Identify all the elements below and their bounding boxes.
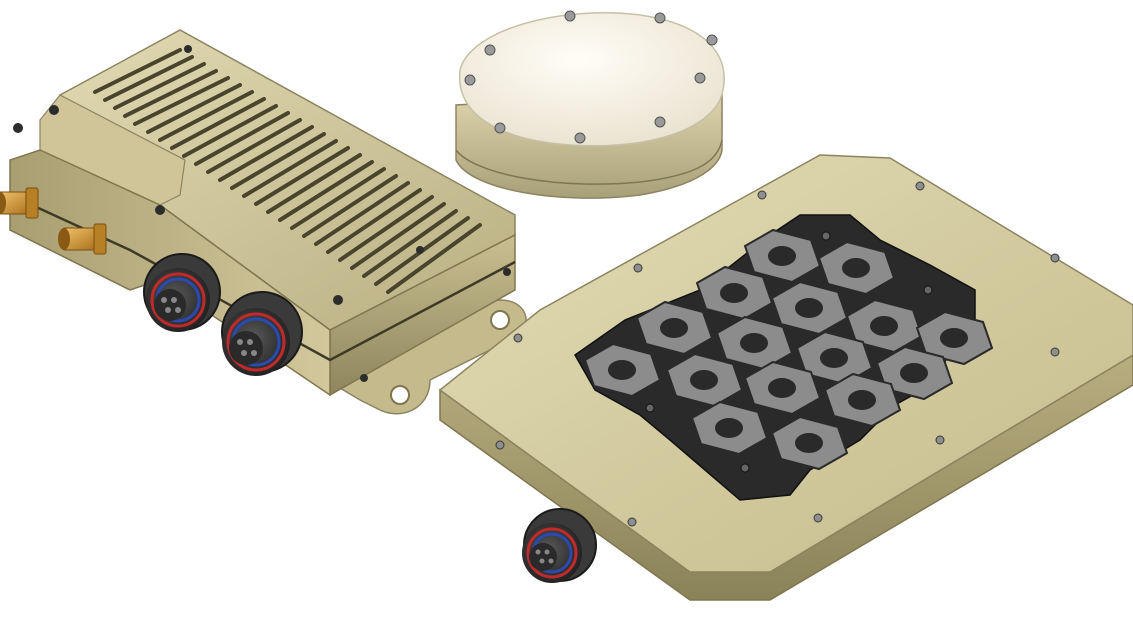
hex-tile xyxy=(743,228,822,284)
sma-connector xyxy=(58,223,107,255)
hex-tile xyxy=(583,342,662,398)
hex-tile xyxy=(665,352,744,408)
circular-connector xyxy=(221,291,303,376)
module-seam xyxy=(9,193,516,362)
black-tile-screws xyxy=(645,231,933,473)
hex-tile xyxy=(823,372,902,428)
hex-tile xyxy=(795,330,874,386)
hex-tile xyxy=(690,400,769,456)
dome-antenna xyxy=(455,10,725,199)
hex-tile xyxy=(635,300,714,356)
flange-hole xyxy=(490,310,510,330)
hex-tile xyxy=(770,415,849,471)
dome-cover xyxy=(458,12,725,147)
circular-connector xyxy=(143,253,221,332)
module-screws xyxy=(13,45,511,382)
hex-tile-grid xyxy=(583,228,994,471)
heatsink-fins xyxy=(93,48,482,294)
hex-tile xyxy=(715,315,794,371)
panel-circular-connector xyxy=(522,508,597,583)
flange-hole xyxy=(390,385,410,405)
panel-screws xyxy=(495,181,1060,527)
hex-tile xyxy=(817,240,896,296)
hex-tile xyxy=(743,360,822,416)
dome-screws xyxy=(464,10,718,144)
hexagonal-array-antenna-panel xyxy=(438,154,1133,601)
hex-tile xyxy=(875,345,954,401)
hex-tile xyxy=(695,265,774,321)
sma-connector xyxy=(0,187,39,219)
rf-transceiver-module xyxy=(0,29,527,415)
dome-base-line xyxy=(455,139,723,185)
